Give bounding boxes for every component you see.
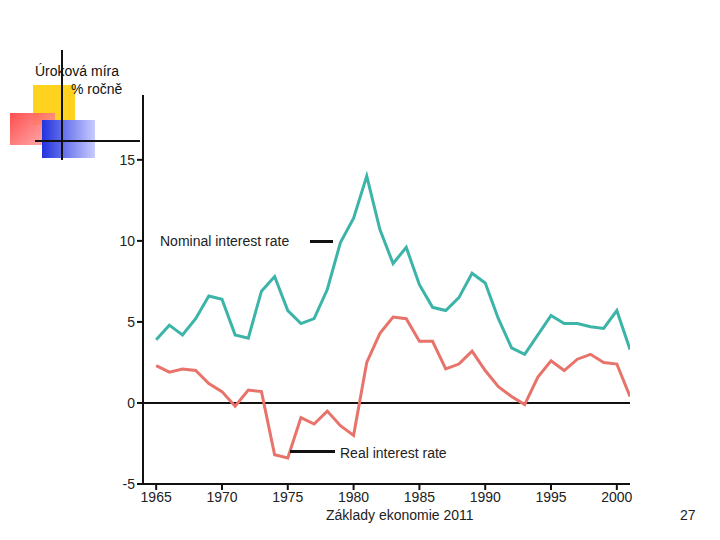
svg-text:1965: 1965 (141, 489, 172, 505)
svg-text:1985: 1985 (404, 489, 435, 505)
html-text:Nominal interest rate: Nominal interest rate (160, 233, 290, 249)
svg-text:1975: 1975 (272, 489, 303, 505)
svg-text:1980: 1980 (338, 489, 369, 505)
svg-text:2000: 2000 (601, 489, 632, 505)
html-text:Základy ekonomie 2011: Základy ekonomie 2011 (326, 507, 474, 523)
svg-text:-5: -5 (123, 476, 136, 492)
svg-text:5: 5 (127, 314, 135, 330)
svg-text:10: 10 (119, 233, 135, 249)
svg-text:0: 0 (127, 395, 135, 411)
html-text:27: 27 (680, 507, 696, 523)
svg-text:1970: 1970 (206, 489, 237, 505)
svg-text:15: 15 (119, 152, 135, 168)
html-text:Úroková míra: Úroková míra (35, 63, 119, 79)
svg-text:1990: 1990 (470, 489, 501, 505)
html-text:Real interest rate: Real interest rate (340, 445, 447, 461)
svg-text:1995: 1995 (535, 489, 566, 505)
html-text:% ročně: % ročně (71, 81, 123, 97)
